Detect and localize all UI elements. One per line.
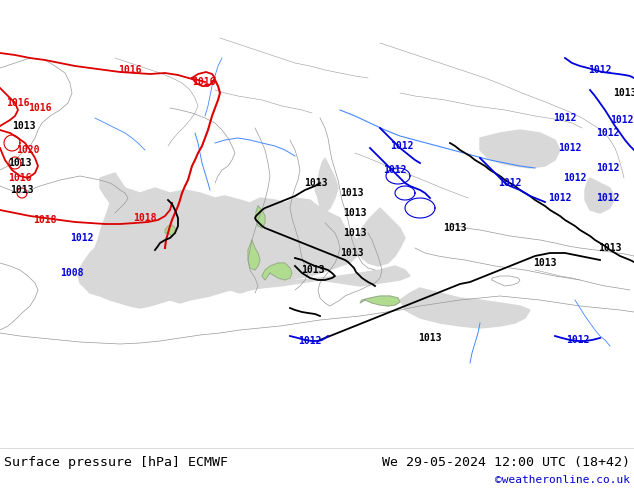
Polygon shape xyxy=(315,158,338,213)
Polygon shape xyxy=(165,225,175,236)
Polygon shape xyxy=(78,173,365,308)
Text: 1012: 1012 xyxy=(563,173,586,183)
Text: 1012: 1012 xyxy=(596,163,620,173)
Text: 1013: 1013 xyxy=(343,208,366,218)
Polygon shape xyxy=(585,178,615,213)
Text: We 29-05-2024 12:00 UTC (18+42): We 29-05-2024 12:00 UTC (18+42) xyxy=(382,456,630,468)
Text: 1012: 1012 xyxy=(548,193,572,203)
Text: 1018: 1018 xyxy=(33,215,57,225)
Text: 1013: 1013 xyxy=(343,228,366,238)
Polygon shape xyxy=(400,288,530,328)
Text: 1012: 1012 xyxy=(383,165,407,175)
Text: 1013: 1013 xyxy=(340,248,364,258)
Polygon shape xyxy=(256,206,265,228)
Text: 1013: 1013 xyxy=(598,243,622,253)
Text: 1013: 1013 xyxy=(418,333,442,343)
Polygon shape xyxy=(200,266,410,288)
Text: 1013: 1013 xyxy=(304,178,328,188)
Text: 1012: 1012 xyxy=(559,143,582,153)
Text: 1012: 1012 xyxy=(391,141,414,151)
Text: 1013: 1013 xyxy=(301,265,325,275)
Text: 1016: 1016 xyxy=(192,77,216,87)
Text: 1012: 1012 xyxy=(553,113,577,123)
Text: 1012: 1012 xyxy=(611,115,634,125)
Polygon shape xyxy=(248,240,260,270)
Text: 1020: 1020 xyxy=(16,145,40,155)
Text: ©weatheronline.co.uk: ©weatheronline.co.uk xyxy=(495,475,630,485)
Text: 1013: 1013 xyxy=(613,88,634,98)
Text: 1013: 1013 xyxy=(443,223,467,233)
Text: 1012: 1012 xyxy=(596,193,620,203)
Text: 1016: 1016 xyxy=(119,65,142,75)
Polygon shape xyxy=(280,200,330,240)
Text: 1012: 1012 xyxy=(566,335,590,345)
Polygon shape xyxy=(360,296,400,306)
Text: 1016: 1016 xyxy=(8,173,32,183)
Text: 1013: 1013 xyxy=(8,158,32,168)
Text: 1012: 1012 xyxy=(70,233,94,243)
Text: 1013: 1013 xyxy=(533,258,557,268)
Text: 1012: 1012 xyxy=(596,128,620,138)
Text: 1008: 1008 xyxy=(60,268,84,278)
Text: 1012: 1012 xyxy=(588,65,612,75)
Text: 1012: 1012 xyxy=(298,336,321,346)
Polygon shape xyxy=(262,263,292,280)
Polygon shape xyxy=(355,208,405,266)
Text: 1013: 1013 xyxy=(12,121,36,131)
Text: Surface pressure [hPa] ECMWF: Surface pressure [hPa] ECMWF xyxy=(4,456,228,468)
Text: 1013: 1013 xyxy=(10,185,34,195)
Text: 1016: 1016 xyxy=(29,103,52,113)
Text: 1016: 1016 xyxy=(6,98,30,108)
Text: 1012: 1012 xyxy=(498,178,522,188)
Text: 1013: 1013 xyxy=(340,188,364,198)
Text: 1018: 1018 xyxy=(133,213,157,223)
Polygon shape xyxy=(480,130,560,168)
